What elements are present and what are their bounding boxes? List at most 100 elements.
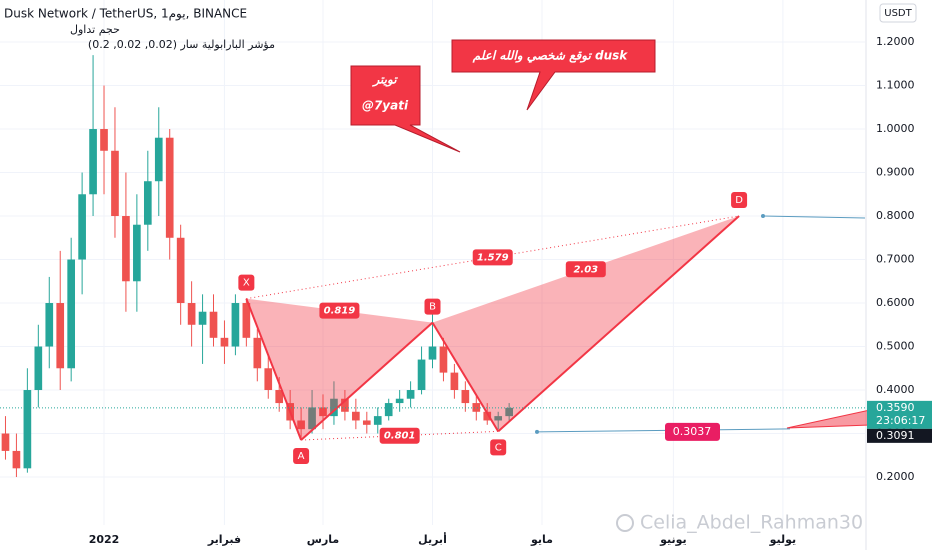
candle-body xyxy=(111,150,119,217)
plot-area xyxy=(0,0,865,525)
candle-body xyxy=(362,420,371,425)
candle-body xyxy=(12,450,21,469)
twitter-title: تويتر xyxy=(371,73,398,88)
watermark-icon xyxy=(616,514,634,532)
twitter-box xyxy=(350,65,461,153)
ratio-label: 0.801 xyxy=(384,431,416,442)
candle-body xyxy=(45,303,54,347)
pattern-dotted xyxy=(301,430,499,441)
ratio-box xyxy=(565,261,606,278)
sar-indicator: مؤشر البارابولية سار (0.02, 0.02, 0.2) xyxy=(88,38,275,51)
callout-box xyxy=(451,39,656,111)
candle-body xyxy=(209,311,218,338)
candle-body xyxy=(275,390,284,404)
candle-body xyxy=(483,411,492,421)
volume-indicator: حجم تداول xyxy=(70,23,120,36)
y-tick-label: 1.1000 xyxy=(876,79,915,92)
x-tick-label: يونيو xyxy=(659,533,687,546)
candle-body xyxy=(352,411,360,421)
y-tick-label: 0.6000 xyxy=(876,296,915,309)
candle-body xyxy=(308,407,316,430)
x-tick-label: مارس xyxy=(307,533,339,546)
candle-body xyxy=(122,216,130,282)
candle-body xyxy=(395,398,404,404)
pattern-leg xyxy=(497,215,740,433)
candle-body xyxy=(472,403,481,412)
y-tick-label: 1.2000 xyxy=(876,35,915,48)
candle-body xyxy=(231,303,240,347)
candle-body xyxy=(34,346,43,391)
candle-body xyxy=(428,346,437,360)
pattern-point-label: X xyxy=(243,278,250,289)
candle-body xyxy=(220,337,229,347)
candle-body xyxy=(143,181,152,225)
ratio-label: 1.579 xyxy=(477,252,509,263)
candle-body xyxy=(406,390,415,399)
target-label: 0.3037 xyxy=(673,425,712,438)
target-line xyxy=(536,428,791,433)
countdown: 23:06:17 xyxy=(876,414,925,427)
pattern-point-label: A xyxy=(298,451,305,462)
candle-body xyxy=(264,368,273,391)
candle-body xyxy=(341,398,349,412)
twitter-handle: @7yati xyxy=(362,99,409,113)
candle-body xyxy=(23,390,32,469)
candle-body xyxy=(319,407,327,417)
ratio-box xyxy=(472,249,513,266)
pattern-point xyxy=(731,192,748,209)
pattern-fill xyxy=(432,216,740,432)
y-tick-label: 0.8000 xyxy=(876,209,915,222)
candle-body xyxy=(1,433,10,451)
pattern-leg xyxy=(300,321,434,441)
pattern-point xyxy=(293,448,310,465)
candle-body xyxy=(56,303,65,369)
candle-body xyxy=(505,407,513,417)
ratio-label: 2.03 xyxy=(573,264,598,275)
candle-body xyxy=(384,403,393,417)
y-tick-label: 0.2000 xyxy=(876,470,915,483)
candle-body xyxy=(373,416,382,425)
pattern-leg xyxy=(431,322,500,432)
low-tag-box xyxy=(867,428,932,443)
candle-body xyxy=(494,416,503,421)
candle-body xyxy=(187,303,196,325)
pattern-point xyxy=(424,298,441,315)
ratio-box xyxy=(319,302,360,319)
x-tick-label: مايو xyxy=(530,533,553,546)
x-tick-label: 2022 xyxy=(89,533,120,546)
low-tag-label: 0.3091 xyxy=(876,429,915,442)
last-price-label: 0.3590 xyxy=(876,401,915,414)
candle-body xyxy=(297,420,305,430)
candle-body xyxy=(133,224,141,282)
y-tick-label: 0.9000 xyxy=(876,166,915,179)
candle-body xyxy=(439,346,448,373)
ratio-box xyxy=(379,427,420,444)
pattern-point-label: D xyxy=(735,195,743,206)
watermark: Celia_Abdel_Rahman30 xyxy=(640,512,863,534)
symbol-title: Dusk Network / TetherUS, 1يوم, BINANCE xyxy=(4,7,247,22)
ratio-label: 0.819 xyxy=(324,306,356,317)
candle-body xyxy=(165,137,174,238)
currency: USDT xyxy=(884,8,912,19)
callout-text: توقع شخصي والله اعلم dusk xyxy=(472,49,629,64)
pattern-point-label: B xyxy=(429,302,436,313)
candle-body xyxy=(198,311,207,325)
x-tick-label: يوليو xyxy=(769,533,797,546)
candle-body xyxy=(67,259,76,369)
pattern-leg xyxy=(245,298,303,441)
candle-body xyxy=(89,129,97,195)
candle-body xyxy=(242,303,251,338)
candle-body xyxy=(154,137,163,182)
x-tick-label: فبراير xyxy=(207,533,241,546)
y-tick-label: 0.7000 xyxy=(876,253,915,266)
y-tick-label: 1.0000 xyxy=(876,122,915,135)
target-box xyxy=(665,422,720,441)
pattern-dotted xyxy=(246,215,740,300)
candle-body xyxy=(417,359,426,391)
level-line xyxy=(762,215,866,219)
x-tick-label: أبريل xyxy=(418,532,447,546)
y-tick-label: 0.5000 xyxy=(876,340,915,353)
currency-box[interactable] xyxy=(879,3,917,23)
